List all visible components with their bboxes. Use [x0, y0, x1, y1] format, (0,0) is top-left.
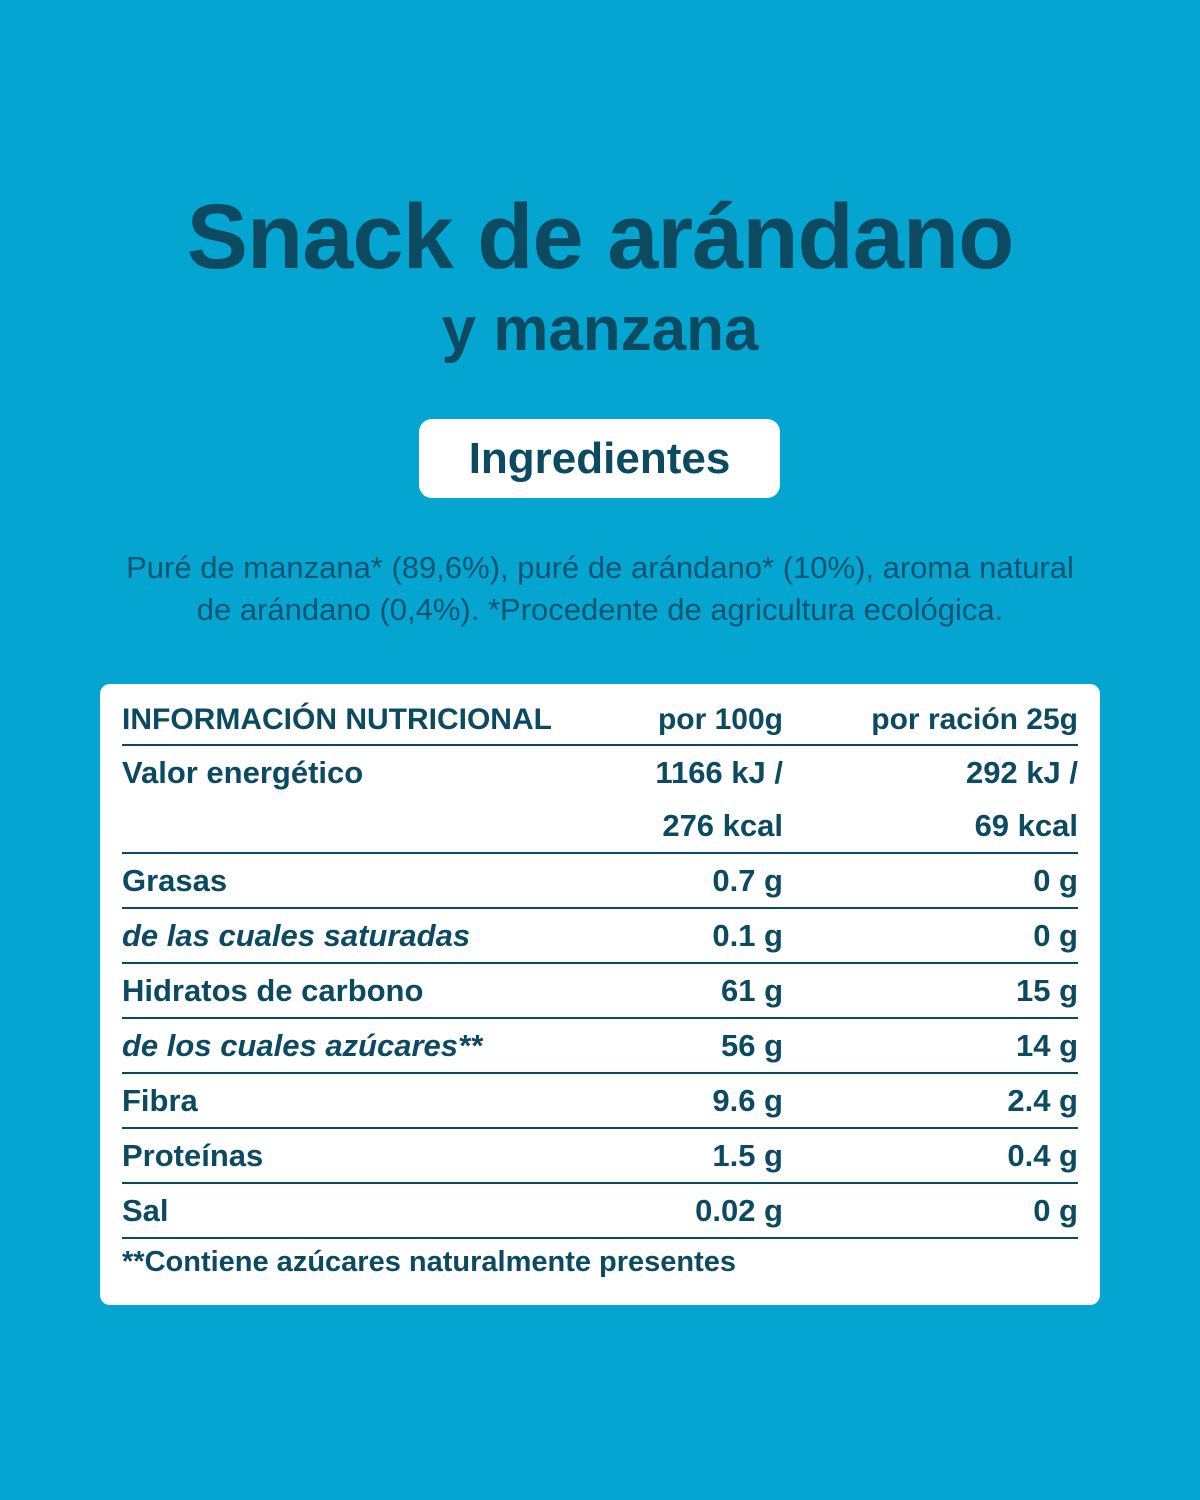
ingredients-line: de arándano (0,4%). *Procedente de agric… [196, 592, 1004, 627]
ingredients-text: Puré de manzana* (89,6%), puré de aránda… [0, 547, 1200, 631]
nutrient-row: Fibra 9.6 g 2.4 g [122, 1073, 1078, 1129]
value-line: 9.6 g [712, 1082, 783, 1118]
nutrient-name: Proteínas [122, 1137, 264, 1173]
nutrient-row: Proteínas 1.5 g 0.4 g [122, 1128, 1078, 1184]
value-line: 1.5 g [712, 1137, 783, 1173]
nutrient-name: de las cuales saturadas [122, 917, 471, 953]
nutrient-row: Hidratos de carbono 61 g 15 g [122, 963, 1078, 1019]
ingredients-label: Ingredientes [419, 419, 780, 498]
value-line: 0 g [1033, 917, 1078, 953]
value-line: 14 g [1015, 1027, 1078, 1063]
nutrient-value: 0.02 g [583, 1183, 783, 1239]
header-cell: por 100g [583, 696, 783, 746]
nutrient-label: de las cuales saturadas [122, 908, 583, 964]
nutrition-table: INFORMACIÓN NUTRICIONAL por 100g por ració… [122, 696, 1078, 1239]
nutrient-value: 14 g [783, 1018, 1078, 1074]
footnote: **Contiene azúcares naturalmente present… [122, 1246, 737, 1278]
nutrient-label: Hidratos de carbono [122, 963, 583, 1019]
nutrient-row: Sal 0.02 g 0 g [122, 1183, 1078, 1239]
nutrient-name: Fibra [122, 1082, 198, 1118]
nutrient-name: de los cuales azúcares** [122, 1027, 483, 1063]
value-line: 61 g [720, 972, 783, 1008]
header-cell: por ración 25g [783, 696, 1078, 746]
nutrient-value: 292 kJ / 69 kcal [783, 745, 1078, 854]
nutrient-label: de los cuales azúcares** [122, 1018, 583, 1074]
nutrient-value: 9.6 g [583, 1073, 783, 1129]
nutrient-label: Sal [122, 1183, 583, 1239]
nutrient-name: Grasas [122, 862, 228, 898]
value-line: 292 kJ / [965, 755, 1078, 790]
nutrient-row: de las cuales saturadas 0.1 g 0 g [122, 908, 1078, 964]
subtitle: y manzana [441, 295, 759, 364]
nutrient-value: 0.4 g [783, 1128, 1078, 1184]
nutrient-name: Valor energético [122, 755, 364, 790]
ingredients-line: Puré de manzana* (89,6%), puré de aránda… [126, 550, 1074, 585]
nutrient-value: 15 g [783, 963, 1078, 1019]
nutrient-row: Valor energético 1166 kJ /276 kcal 292 kJ … [122, 745, 1078, 854]
value-line: 1166 kJ / [655, 755, 783, 790]
nutrient-row: Grasas 0.7 g 0 g [122, 853, 1078, 909]
nutrient-value: 0 g [783, 1183, 1078, 1239]
nutrient-value: 2.4 g [783, 1073, 1078, 1129]
nutrient-value: 56 g [583, 1018, 783, 1074]
value-line: 0.02 g [695, 1192, 783, 1228]
nutrient-name: Sal [122, 1192, 169, 1228]
nutrient-label: Grasas [122, 853, 583, 909]
nutrition-card: INFORMACIÓN NUTRICIONAL por 100g por ració… [100, 684, 1100, 1305]
header-cell: INFORMACIÓN NUTRICIONAL [122, 696, 583, 746]
nutrient-value: 0.1 g [583, 908, 783, 964]
nutrient-name: Hidratos de carbono [122, 972, 424, 1008]
value-line: 0.7 g [712, 862, 783, 898]
value-line: 0 g [1033, 1192, 1078, 1228]
nutrient-value: 0 g [783, 853, 1078, 909]
nutrient-value: 61 g [583, 963, 783, 1019]
value-line: 0 g [1033, 862, 1078, 898]
value-line: 56 g [720, 1027, 783, 1063]
value-line: 69 kcal [974, 808, 1078, 843]
value-line: 0.4 g [1007, 1137, 1078, 1173]
nutrient-label: Proteínas [122, 1128, 583, 1184]
value-line: 2.4 g [1007, 1082, 1078, 1118]
nutrient-value: 1166 kJ / 276 kcal [583, 745, 783, 854]
value-line: 0.1 g [712, 917, 783, 953]
nutrient-value: 1.5 g [583, 1128, 783, 1184]
title: Snack de arándano [186, 186, 1015, 288]
nutrient-row: de los cuales azúcares** 56 g 14 g [122, 1018, 1078, 1074]
nutrient-label: Valor energético [122, 745, 583, 854]
header-row: INFORMACIÓN NUTRICIONAL por 100g por ració… [122, 696, 1078, 746]
nutrient-value: 0.7 g [583, 853, 783, 909]
nutrient-value: 0 g [783, 908, 1078, 964]
value-line: 15 g [1015, 972, 1078, 1008]
value-line: 276 kcal [662, 808, 783, 843]
nutrient-label: Fibra [122, 1073, 583, 1129]
